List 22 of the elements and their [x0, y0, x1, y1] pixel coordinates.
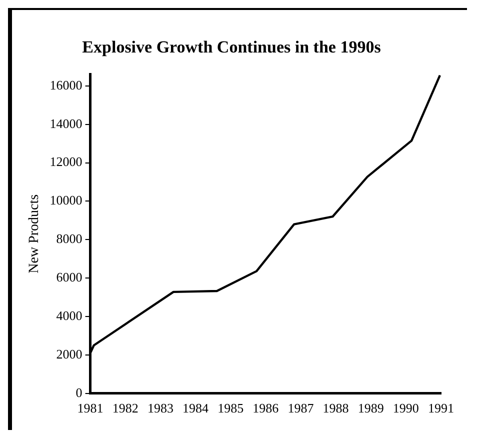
- y-tick-label: 0: [76, 384, 82, 400]
- y-tick-label: 10000: [50, 192, 82, 208]
- x-tick-label: 1988: [322, 400, 349, 416]
- x-tick-label: 1984: [182, 400, 210, 416]
- x-tick-label: 1987: [288, 400, 314, 416]
- x-tick-label: 1981: [77, 400, 104, 416]
- x-tick-label: 1983: [147, 400, 174, 416]
- x-tick-label: 1985: [218, 400, 244, 416]
- x-tick-label: 1982: [112, 400, 138, 416]
- x-tick-label: 1990: [392, 400, 419, 416]
- y-tick-label: 6000: [56, 270, 82, 285]
- y-tick-label: 14000: [50, 116, 82, 131]
- y-axis-title: New Products: [27, 194, 42, 274]
- y-tick-label: 2000: [56, 346, 82, 362]
- x-tick-label: 1991: [428, 400, 454, 416]
- y-tick-label: 12000: [50, 154, 82, 170]
- y-tick-label: 8000: [56, 231, 82, 246]
- x-tick-label: 1989: [358, 400, 384, 416]
- x-tick-label: 1986: [252, 400, 280, 416]
- y-tick-label: 4000: [56, 308, 82, 323]
- chart-title: Explosive Growth Continues in the 1990s: [82, 38, 382, 57]
- y-tick-label: 16000: [50, 77, 82, 92]
